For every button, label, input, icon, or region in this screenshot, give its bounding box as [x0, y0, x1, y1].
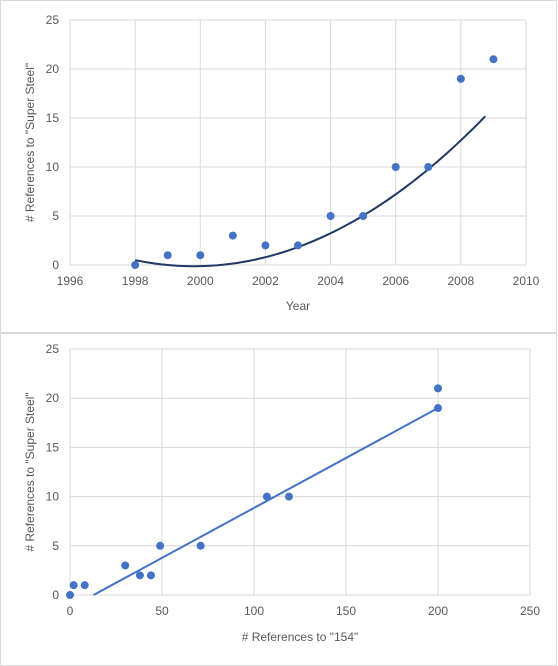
y-tick-label: 20 [46, 391, 60, 405]
data-point [156, 541, 165, 550]
data-point [294, 241, 302, 250]
data-point [456, 74, 465, 83]
data-point [146, 571, 155, 580]
x-tick-label: 2004 [317, 274, 344, 288]
y-tick-label: 20 [46, 62, 60, 76]
data-point [489, 55, 498, 64]
chart-154-vs-super-steel: 0 50 100 150 200 250 0 5 10 15 20 25 # References t… [0, 333, 557, 666]
data-point [121, 561, 130, 570]
x-tick-label: 1996 [57, 274, 84, 288]
chart-2-y-axis-title: # References to "Super Steel" [23, 392, 37, 551]
chart-1-y-axis-title: # References to "Super Steel" [23, 63, 37, 222]
x-tick-label: 100 [244, 604, 264, 618]
y-tick-label: 5 [52, 209, 59, 223]
data-point [66, 591, 74, 599]
y-tick-label: 25 [46, 342, 60, 356]
chart-1-x-axis-title: Year [286, 299, 310, 313]
data-point [262, 492, 271, 501]
data-point [284, 492, 293, 501]
data-point [196, 251, 205, 260]
data-point [69, 581, 78, 590]
x-tick-label: 2000 [187, 274, 214, 288]
x-tick-label: 2002 [252, 274, 279, 288]
data-point [359, 212, 368, 220]
chart-2-points [66, 384, 442, 599]
y-tick-label: 15 [46, 440, 60, 454]
data-point [131, 261, 140, 269]
x-tick-label: 1998 [122, 274, 149, 288]
data-point [424, 163, 433, 171]
x-tick-label: 150 [336, 604, 356, 618]
x-tick-label: 50 [155, 604, 169, 618]
data-point [391, 163, 400, 171]
x-tick-label: 2006 [382, 274, 409, 288]
data-point [135, 571, 144, 580]
y-tick-label: 10 [46, 160, 60, 174]
x-tick-label: 0 [67, 604, 74, 618]
chart-2-svg: 0 50 100 150 200 250 0 5 10 15 20 25 # References t… [23, 342, 541, 644]
y-tick-label: 25 [46, 13, 60, 27]
x-tick-label: 250 [520, 604, 540, 618]
x-tick-label: 2010 [513, 274, 540, 288]
y-tick-label: 10 [46, 490, 60, 504]
chart-1-points [131, 55, 498, 269]
chart-1-trendline [134, 115, 487, 268]
data-point [80, 581, 89, 590]
chart-2-gridlines [69, 348, 531, 596]
y-tick-label: 15 [46, 111, 60, 125]
data-point [434, 404, 442, 413]
chart-2-trendline [93, 407, 439, 596]
data-point [163, 251, 172, 260]
chart-2-tick-labels: 0 50 100 150 200 250 0 5 10 15 20 25 [46, 342, 541, 618]
chart-2-x-axis-title: # References to "154" [242, 630, 359, 644]
data-point [228, 231, 237, 240]
y-tick-label: 0 [52, 258, 59, 272]
chart-1-svg: 1996 1998 2000 2002 2004 2006 2008 2010 0 5 10 15 20… [23, 13, 540, 313]
chart-1-gridlines [69, 19, 527, 266]
chart-year-vs-super-steel: 1996 1998 2000 2002 2004 2006 2008 2010 0 5 10 15 20… [0, 0, 557, 333]
data-point [261, 241, 270, 250]
data-point [326, 212, 335, 220]
y-tick-label: 0 [52, 588, 59, 602]
data-point [434, 384, 442, 393]
y-tick-label: 5 [52, 539, 59, 553]
x-tick-label: 200 [428, 604, 448, 618]
chart-1-tick-labels: 1996 1998 2000 2002 2004 2006 2008 2010 0 5 10 15 20… [46, 13, 540, 288]
x-tick-label: 2008 [448, 274, 475, 288]
data-point [196, 541, 205, 550]
